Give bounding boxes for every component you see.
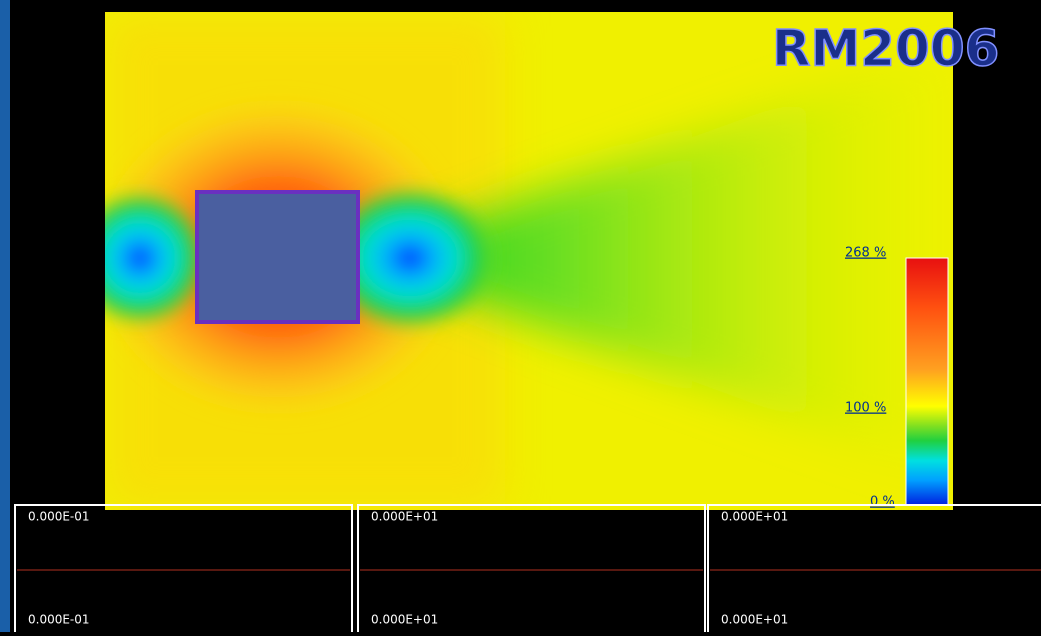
panel-bottom-value: 0.000E+01 [371,613,438,627]
watermark: RM2006 [772,20,999,78]
screen: 268 % 100 % 0 % RM2006 0.000E-010.000E-0… [0,0,1041,632]
side-strip [0,0,10,632]
panel-top-value: 0.000E+01 [721,510,788,524]
panels: 0.000E-01 0.000E-01 0.000E+01 0.000E+01 0.00… [15,505,1041,632]
panel-bottom-value: 0.000E-01 [28,613,90,627]
colorbar-label: 268 % [845,246,886,261]
colorbar-label: 0 % [870,495,895,510]
colorbar [906,258,948,505]
panel-top-value: 0.000E-01 [28,510,90,524]
field-plot [70,12,960,510]
panel-top-value: 0.000E+01 [371,510,438,524]
obstacle [197,192,358,322]
page: 268 % 100 % 0 % RM2006 0.000E-010.000E-0… [0,0,1041,632]
panel-bottom-value: 0.000E+01 [721,613,788,627]
colorbar-label: 100 % [845,401,886,416]
